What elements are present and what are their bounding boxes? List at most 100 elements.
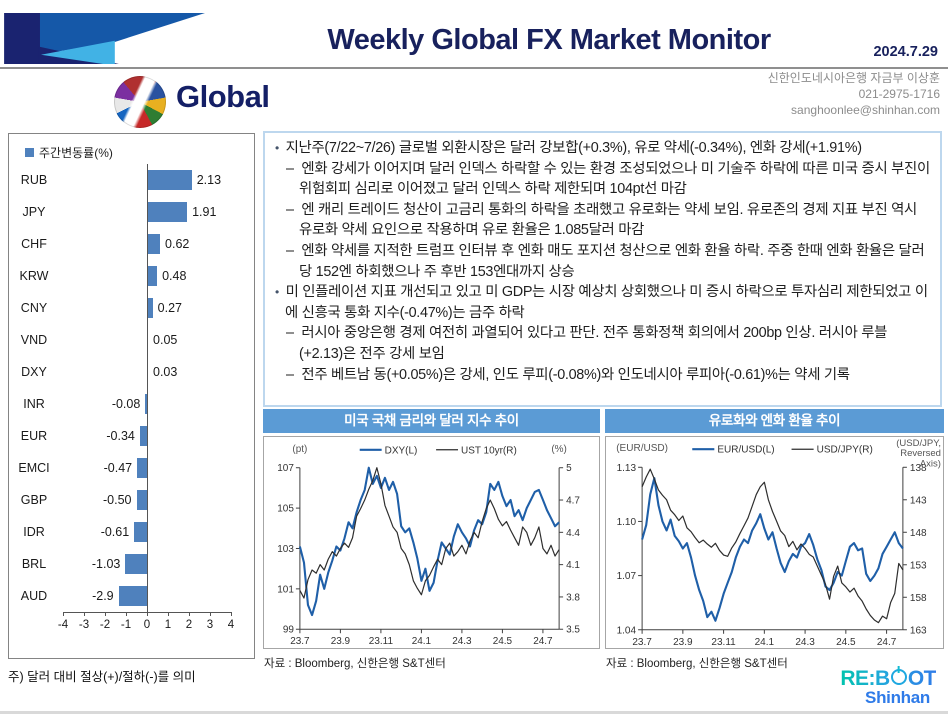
svg-text:DXY(L): DXY(L)	[385, 445, 418, 456]
bar-category-label: VND	[20, 333, 48, 347]
bar	[147, 298, 153, 318]
axis-tick-label: -2	[99, 619, 111, 631]
header-divider	[0, 67, 948, 69]
shinhan-wordmark: Shinhan	[865, 688, 930, 708]
axis-tick-label: 0	[143, 619, 151, 631]
bar-chart-legend: 주간변동률(%)	[9, 142, 254, 162]
list-marker: –	[286, 201, 294, 218]
svg-text:1.04: 1.04	[617, 625, 637, 636]
commentary-text: 지난주(7/22~7/26) 글로벌 외환시장은 달러 강보합(+0.3%), …	[281, 140, 862, 156]
contact-block: 신한인도네시아은행 자금부 이상훈 021-2975-1716 sanghoon…	[768, 71, 940, 118]
svg-text:24.1: 24.1	[412, 636, 432, 647]
bar-row: GBP -0.50	[9, 484, 254, 516]
list-marker: •	[275, 141, 279, 155]
svg-text:148: 148	[910, 528, 927, 539]
bar-x-axis: -4 -3 -2 -1 0 1 2 3 4	[58, 612, 254, 640]
chart1-source: 자료 : Bloomberg, 신한은행 S&T센터	[264, 658, 446, 670]
svg-text:(EUR/USD): (EUR/USD)	[616, 443, 668, 454]
svg-text:(USD/JPY,: (USD/JPY,	[896, 438, 941, 449]
bar-category-label: INR	[23, 397, 45, 411]
svg-text:103: 103	[277, 544, 294, 555]
reboot-prefix: RE:B	[840, 667, 890, 690]
bar-value-label: -0.08	[111, 397, 141, 411]
commentary-bullet: • 미 인플레이션 지표 개선되고 있고 미 GDP는 시장 예상치 상회했으나…	[273, 282, 930, 323]
list-marker: –	[286, 325, 294, 342]
bar	[147, 266, 158, 286]
commentary-text: 엔 캐리 트레이드 청산이 고금리 통화의 하락을 초래했고 유로화는 약세 보…	[297, 201, 917, 239]
bar-row: VND 0.05	[9, 324, 254, 356]
svg-text:99: 99	[283, 625, 295, 636]
axis-tick-label: -3	[78, 619, 90, 631]
chart2-title-bar: 유로화와 엔화 환율 추이	[605, 409, 944, 433]
axis-tick	[126, 612, 127, 616]
commentary-text: 엔화 약세를 지적한 트럼프 인터뷰 후 엔화 매도 포지션 청산으로 엔화 환…	[297, 242, 925, 280]
bar-plot: 0.62	[59, 228, 254, 260]
bar	[147, 202, 188, 222]
bar	[145, 394, 147, 414]
bar-row: KRW 0.48	[9, 260, 254, 292]
axis-tick	[168, 612, 169, 616]
bar-row: DXY 0.03	[9, 356, 254, 388]
svg-text:4.1: 4.1	[566, 560, 580, 571]
bar-category-label: DXY	[21, 365, 47, 379]
bar-value-label: -0.47	[103, 461, 133, 475]
list-marker: –	[286, 160, 294, 177]
legend-swatch-icon	[25, 147, 34, 157]
svg-text:1.10: 1.10	[617, 517, 637, 528]
svg-text:4.7: 4.7	[566, 496, 580, 507]
chart1-title-bar: 미국 국채 금리와 달러 지수 추이	[263, 409, 600, 433]
svg-text:UST 10yr(R): UST 10yr(R)	[461, 445, 517, 456]
bar-value-label: -1.03	[91, 557, 121, 571]
bar-plot: 0.03	[59, 356, 254, 388]
bar-value-label: -2.9	[92, 589, 114, 603]
svg-text:5: 5	[566, 463, 572, 474]
bar-plot: -2.9	[59, 580, 254, 612]
bar-value-label: 0.03	[153, 365, 178, 379]
commentary-text: 미 인플레이션 지표 개선되고 있고 미 GDP는 시장 예상치 상회했으나 미…	[281, 284, 928, 321]
commentary-text: 러시아 중앙은행 경제 여전히 과열되어 있다고 판단. 전주 통화정책 회의에…	[297, 325, 888, 362]
weekly-change-bar-chart: 주간변동률(%) RUB 2.13 JPY 1.91 CHF 0.62 KRW 0.48 CNY…	[8, 133, 255, 659]
bar-value-label: 2.13	[196, 173, 222, 187]
bar-plot: -0.61	[59, 516, 254, 548]
ribbon-navy-shape	[4, 12, 40, 64]
chart2-eur-jpy-fx: 1.13 1.10 1.07 1.04 138 143 148 153 158 163 23.7 23…	[605, 436, 944, 649]
bar-value-label: 0.62	[165, 237, 190, 251]
svg-text:4.4: 4.4	[566, 528, 580, 539]
chart2-source: 자료 : Bloomberg, 신한은행 S&T센터	[606, 658, 788, 670]
bar-category-label: CHF	[21, 237, 47, 251]
bar-row: EUR -0.34	[9, 420, 254, 452]
bar-plot: -1.03	[59, 548, 254, 580]
power-icon	[890, 668, 907, 685]
contact-org: 신한인도네시아은행 자금부 이상훈	[767, 71, 940, 85]
bar-row: CNY 0.27	[9, 292, 254, 324]
axis-tick	[231, 612, 232, 616]
svg-text:24.1: 24.1	[755, 637, 775, 648]
commentary-subitem: – 엔화 강세가 이어지며 달러 인덱스 하락할 수 있는 환경 조성되었으나 …	[273, 159, 930, 200]
bar-value-label: -0.34	[106, 429, 135, 443]
bar-row: JPY 1.91	[9, 196, 254, 228]
axis-tick	[147, 612, 148, 616]
reboot-suffix: OT	[907, 667, 936, 690]
contact-phone: 021-2975-1716	[858, 86, 940, 101]
bar-category-label: AUD	[20, 589, 48, 603]
svg-text:107: 107	[277, 463, 294, 474]
svg-text:138: 138	[910, 463, 927, 474]
bar-category-label: IDR	[23, 525, 45, 539]
axis-tick	[210, 612, 211, 616]
commentary-subitem: – 엔화 약세를 지적한 트럼프 인터뷰 후 엔화 매도 포지션 청산으로 엔화…	[273, 241, 930, 282]
svg-text:(%): (%)	[551, 444, 567, 455]
axis-tick-label: 3	[206, 619, 214, 631]
bar-category-label: CNY	[20, 301, 48, 315]
svg-text:3.8: 3.8	[566, 592, 580, 603]
bar-row: BRL -1.03	[9, 548, 254, 580]
svg-text:1.07: 1.07	[617, 571, 637, 582]
svg-text:158: 158	[910, 593, 927, 604]
bar-plot: -0.47	[59, 452, 254, 484]
bar-value-label: 1.91	[192, 205, 217, 219]
svg-text:24.7: 24.7	[533, 636, 553, 647]
list-marker: •	[275, 285, 279, 300]
bar	[147, 234, 161, 254]
bar-plot: 0.05	[59, 324, 254, 356]
bar-value-label: 0.05	[153, 333, 178, 347]
